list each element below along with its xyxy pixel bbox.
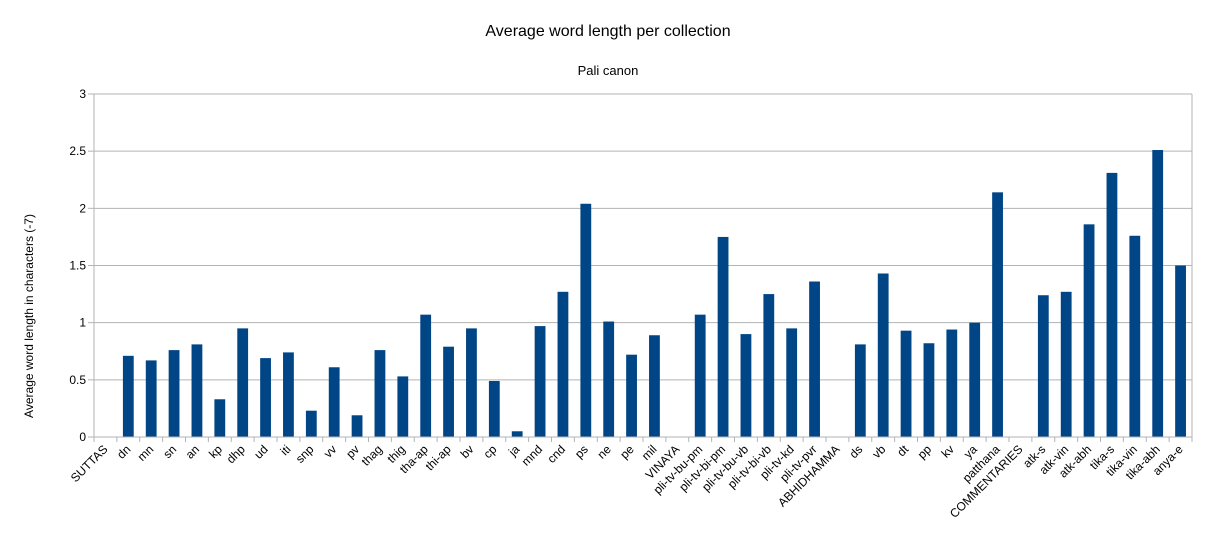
y-axis-ticks: 0 0.5 1 1.5 2 2.5 3 [69, 87, 94, 444]
chart-title: Average word length per collection [485, 23, 730, 40]
y-tick-label: 2 [79, 201, 86, 215]
bar-ya [969, 322, 981, 437]
bar-pli-tv-bi-pm [717, 236, 729, 437]
bar-dhp [237, 328, 249, 437]
y-tick-label: 1 [79, 316, 86, 330]
x-tick-label: iti [278, 442, 294, 458]
bar-ps [580, 203, 592, 437]
bar-kv [946, 329, 958, 437]
x-tick-label: snp [293, 442, 317, 466]
x-tick-label: dhp [224, 442, 248, 466]
bar-thig [397, 376, 409, 437]
bars [122, 150, 1186, 437]
x-tick-label: cnd [544, 442, 568, 466]
x-tick-label: kv [939, 442, 957, 460]
bar-atk-abh [1083, 224, 1095, 437]
bar-tika-vin [1129, 235, 1141, 437]
x-tick-label: sn [160, 442, 179, 461]
axes [93, 94, 1193, 438]
bar-pli-tv-bu-vb [740, 334, 752, 437]
x-tick-label: pe [617, 442, 637, 462]
bar-vv [328, 367, 340, 437]
bar-mn [145, 360, 157, 437]
y-tick-label: 0 [79, 430, 86, 444]
x-tick-label: ps [572, 442, 591, 461]
bar-dn [122, 355, 134, 437]
bar-pli-tv-pvr [809, 281, 820, 437]
bar-an [191, 344, 203, 437]
x-tick-label: dt [894, 442, 911, 459]
bar-pli-tv-bu-pm [694, 314, 706, 437]
bar-pv [351, 415, 363, 437]
x-tick-label: thag [359, 442, 385, 468]
chart-subtitle: Pali canon [578, 63, 639, 78]
bar-ne [603, 321, 615, 437]
x-tick-label: thi-ap [423, 442, 454, 473]
bar-pp [923, 343, 935, 437]
bar-cnd [557, 291, 569, 437]
bar-thi-ap [443, 346, 454, 437]
x-tick-label: pp [915, 442, 935, 462]
bar-ja [511, 431, 523, 437]
bar-cp [488, 380, 500, 437]
x-tick-label: dn [114, 442, 133, 461]
bar-tika-abh [1152, 150, 1164, 437]
bar-ud [260, 358, 271, 437]
bar-sn [168, 350, 180, 437]
x-tick-label: ud [251, 442, 270, 461]
bar-tika-s [1106, 172, 1118, 437]
bar-mil [649, 335, 660, 437]
bar-mnd [534, 326, 546, 437]
bar-anya-e [1175, 265, 1186, 437]
bar-pli-tv-kd [786, 328, 798, 437]
bar-tha-ap [420, 314, 432, 437]
x-tick-label: kp [206, 442, 225, 461]
y-axis-label: Average word length in characters (-7) [22, 214, 36, 418]
bar-pli-tv-bi-vb [763, 294, 775, 437]
gridlines [94, 93, 1192, 381]
x-tick-label: vb [869, 442, 888, 461]
x-tick-label: mnd [519, 442, 545, 468]
x-tick-label: ds [847, 442, 866, 461]
bar-snp [305, 410, 317, 437]
x-tick-label: SUTTAS [68, 442, 111, 485]
x-tick-label: cp [481, 442, 500, 461]
bar-patthana [992, 192, 1003, 437]
y-tick-label: 2.5 [69, 144, 86, 158]
x-tick-label: an [183, 442, 202, 461]
bar-iti [283, 352, 294, 437]
bar-dt [900, 330, 912, 437]
bar-atk-vin [1060, 291, 1072, 437]
x-tick-label: mn [135, 442, 157, 464]
bar-atk-s [1037, 295, 1049, 437]
bar-kp [214, 399, 226, 437]
y-tick-label: 1.5 [69, 259, 86, 273]
bar-ds [854, 344, 866, 437]
bar-vb [877, 273, 889, 437]
bar-pe [626, 354, 637, 437]
y-tick-label: 3 [79, 87, 86, 101]
bar-bv [466, 328, 477, 437]
y-tick-label: 0.5 [69, 373, 86, 387]
x-tick-label: ne [594, 442, 614, 462]
bar-thag [374, 350, 386, 437]
x-tick-label: vv [321, 442, 339, 460]
x-tick-label: bv [458, 442, 477, 461]
